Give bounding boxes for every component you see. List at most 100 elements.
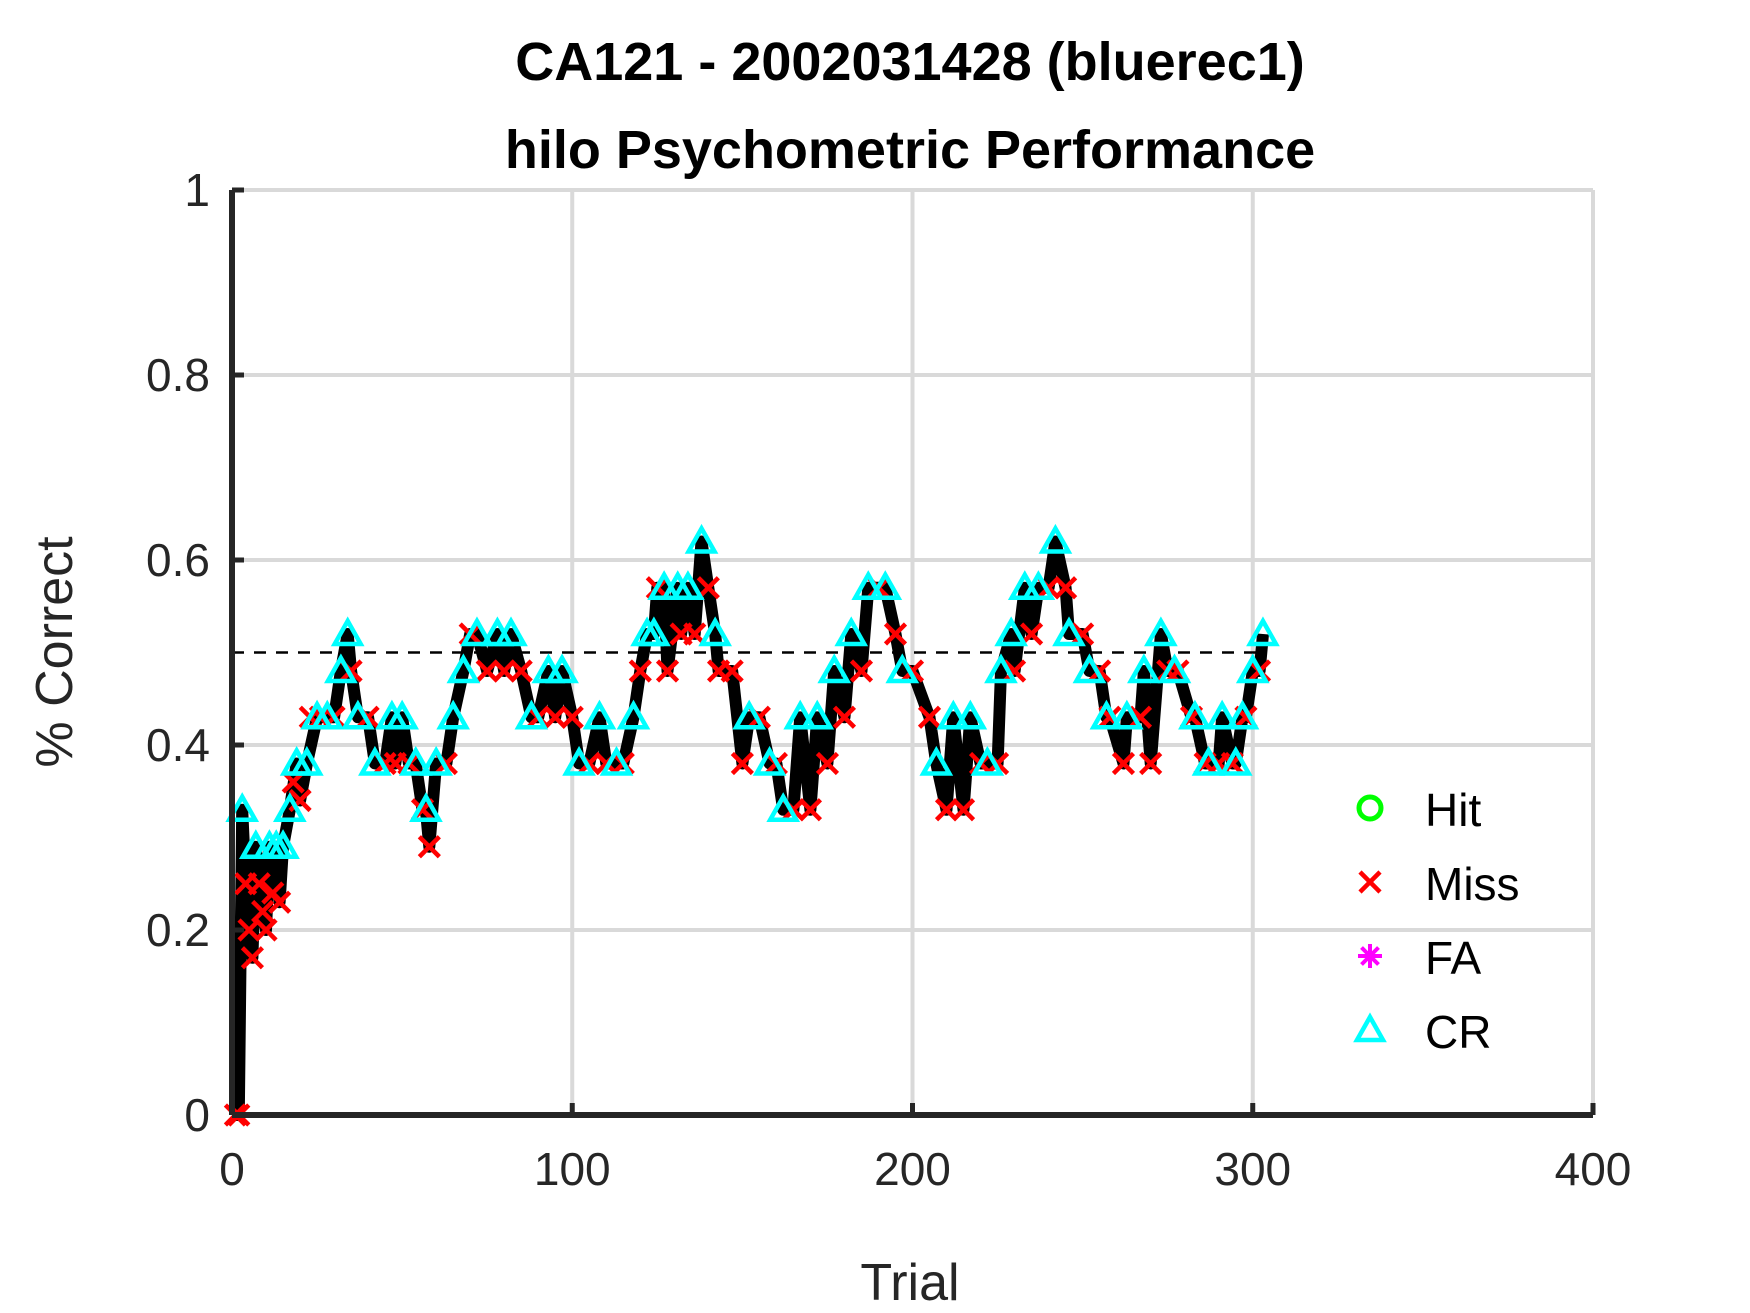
cr-marker-shape	[582, 699, 617, 730]
miss-marker-stroke	[1002, 659, 1027, 683]
miss-marker-stroke	[475, 659, 499, 683]
cr-marker	[936, 699, 971, 730]
cr-marker-shape	[494, 616, 528, 647]
cr-marker-shape	[1157, 653, 1192, 684]
legend-cr-marker	[1353, 1012, 1387, 1043]
cr-marker	[1110, 699, 1144, 730]
y-tick-label: 1	[184, 164, 210, 216]
cr-marker-shape	[800, 699, 835, 730]
miss-marker	[237, 918, 261, 942]
miss-marker-stroke	[268, 890, 292, 914]
cr-marker-shape	[358, 745, 392, 776]
x-tick-label: 100	[534, 1143, 611, 1195]
cr-marker	[272, 792, 307, 822]
miss-marker-stroke	[832, 705, 857, 729]
cr-marker	[446, 653, 481, 684]
miss-marker	[798, 798, 823, 822]
miss-marker-stroke	[492, 659, 516, 683]
cr-marker-shape	[919, 745, 954, 776]
cr-marker-shape	[1246, 616, 1280, 647]
cr-marker-shape	[1110, 699, 1144, 730]
cr-marker-shape	[1089, 699, 1124, 730]
miss-marker	[917, 705, 942, 729]
x-tick-label: 300	[1214, 1143, 1291, 1195]
miss-marker-stroke	[240, 946, 265, 970]
cr-marker	[460, 616, 494, 647]
cr-marker	[1191, 745, 1226, 776]
cr-marker	[1089, 699, 1124, 730]
cr-marker-shape	[409, 792, 443, 822]
miss-marker-stroke	[900, 659, 925, 683]
legend-hit-marker-shape	[1356, 794, 1384, 822]
miss-marker-stroke	[254, 918, 278, 942]
cr-marker-shape	[514, 699, 549, 730]
cr-marker-shape	[545, 653, 579, 684]
cr-marker	[953, 699, 988, 730]
cr-marker-shape	[1225, 699, 1260, 730]
cr-marker-shape	[1191, 745, 1226, 776]
miss-marker-stroke	[934, 798, 959, 822]
y-tick-label: 0.4	[146, 719, 210, 771]
miss-marker-stroke	[683, 622, 707, 646]
cr-marker	[289, 745, 324, 776]
cr-marker	[817, 653, 852, 684]
legend-cr-label: CR	[1425, 1006, 1491, 1058]
miss-marker	[849, 659, 874, 683]
cr-marker-shape	[225, 792, 260, 822]
cr-marker	[970, 745, 1005, 776]
cr-marker-shape	[1218, 745, 1253, 776]
miss-marker	[492, 659, 516, 683]
miss-marker	[815, 751, 840, 776]
miss-marker	[1054, 576, 1078, 600]
x-tick-label: 400	[1555, 1143, 1632, 1195]
cr-marker-shape	[616, 699, 651, 730]
cr-marker-shape	[834, 616, 869, 647]
cr-marker	[984, 653, 1018, 684]
miss-marker-stroke	[509, 659, 533, 683]
cr-marker-shape	[1072, 653, 1107, 684]
miss-marker	[1071, 622, 1095, 646]
cr-marker	[599, 745, 634, 776]
cr-marker	[684, 523, 719, 554]
cr-marker-shape	[446, 653, 481, 684]
cr-marker	[1225, 699, 1260, 730]
miss-marker	[240, 946, 265, 970]
miss-marker-stroke	[543, 705, 567, 729]
miss-marker	[1019, 622, 1044, 646]
miss-marker	[509, 659, 533, 683]
y-tick-label: 0.6	[146, 534, 210, 586]
cr-marker-shape	[324, 653, 358, 684]
miss-marker	[417, 835, 441, 859]
miss-marker	[1139, 751, 1163, 776]
legend-miss-label: Miss	[1425, 858, 1520, 910]
cr-marker	[752, 745, 787, 776]
miss-marker-stroke	[1054, 576, 1078, 600]
cr-marker	[616, 699, 651, 730]
cr-marker	[398, 745, 433, 776]
miss-marker-stroke	[917, 705, 942, 729]
cr-marker-shape	[310, 699, 345, 730]
miss-marker-stroke	[781, 798, 806, 822]
cr-marker	[225, 792, 260, 822]
cr-marker	[545, 653, 579, 684]
cr-marker-shape	[732, 699, 767, 730]
cr-marker	[330, 616, 365, 647]
miss-marker-stroke	[655, 659, 680, 683]
cr-marker	[358, 745, 392, 776]
miss-marker	[1002, 659, 1027, 683]
y-tick-label: 0	[184, 1089, 210, 1141]
cr-marker	[1235, 653, 1270, 684]
miss-marker	[251, 899, 275, 924]
legend-miss-marker	[1358, 870, 1382, 894]
cr-marker	[783, 699, 818, 730]
cr-marker-shape	[698, 616, 733, 647]
cr-marker-shape	[868, 570, 903, 600]
cr-marker-shape	[341, 699, 375, 730]
legend-fa-label: FA	[1425, 932, 1482, 984]
cr-marker-shape	[1021, 570, 1056, 600]
miss-marker-stroke	[339, 659, 363, 683]
miss-marker-stroke	[951, 798, 976, 822]
miss-marker	[247, 872, 271, 896]
x-axis-label: Trial	[860, 1254, 959, 1312]
legend: Hit Miss FA CR	[1353, 784, 1520, 1058]
